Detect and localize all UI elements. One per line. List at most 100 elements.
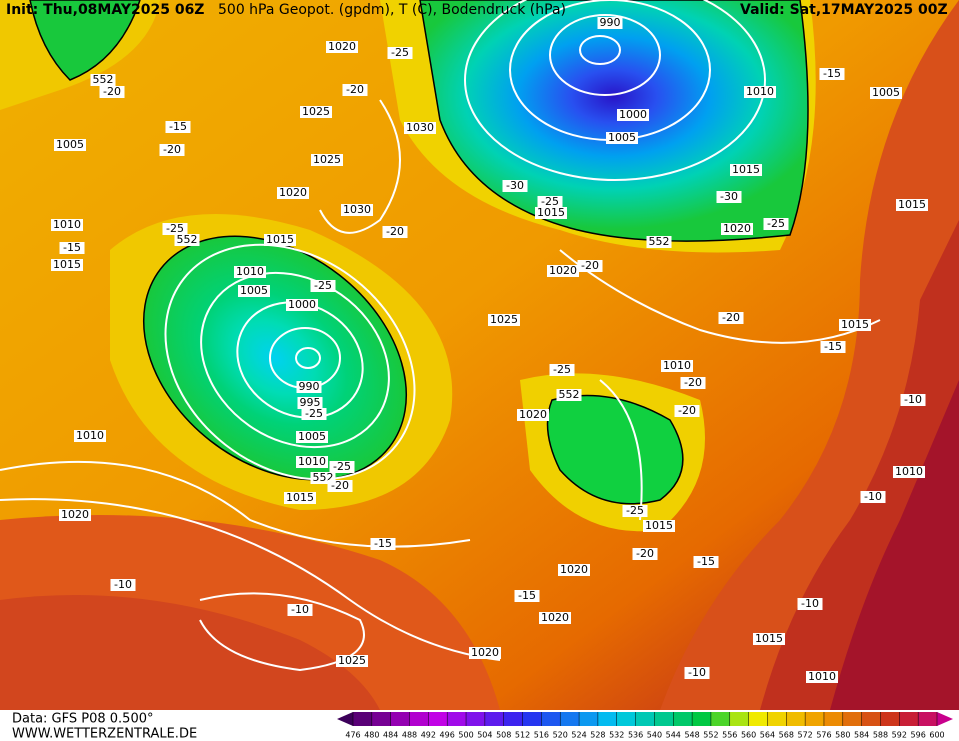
label-background xyxy=(284,492,316,504)
color-bar-label: 596 xyxy=(911,731,926,740)
color-bar-label: 516 xyxy=(534,731,549,740)
isoline-label: 1010 xyxy=(808,670,836,683)
label-background xyxy=(606,132,638,144)
label-background xyxy=(839,319,871,331)
isoline-label: 1020 xyxy=(541,611,569,624)
label-background xyxy=(558,564,590,576)
color-bar-label: 588 xyxy=(873,731,888,740)
color-bar-label: 508 xyxy=(496,731,511,740)
isoline-label: 1030 xyxy=(406,121,434,134)
color-bar-label: 580 xyxy=(835,731,850,740)
isoline-label: -25 xyxy=(541,195,559,208)
label-background xyxy=(684,667,710,679)
isoline-label: 1025 xyxy=(313,153,341,166)
isoline-label: 1010 xyxy=(746,85,774,98)
color-swatch xyxy=(522,712,542,726)
color-bar-label: 540 xyxy=(647,731,662,740)
isoline-label: 1020 xyxy=(61,508,89,521)
color-swatch xyxy=(560,712,580,726)
label-background xyxy=(234,266,266,278)
isoline-label: -15 xyxy=(169,120,187,133)
color-bar-label: 476 xyxy=(345,731,360,740)
color-swatch xyxy=(748,712,768,726)
color-swatch xyxy=(503,712,524,726)
color-bar-label: 532 xyxy=(609,731,624,740)
color-bar-label: 576 xyxy=(816,731,831,740)
label-background xyxy=(744,86,776,98)
isoline-label: 1010 xyxy=(895,465,923,478)
color-bar-label: 488 xyxy=(402,731,417,740)
isoline-label: 1025 xyxy=(490,313,518,326)
label-background xyxy=(51,259,83,271)
label-background xyxy=(661,360,693,372)
color-bar-label: 492 xyxy=(421,731,436,740)
isoline-label: 1015 xyxy=(732,163,760,176)
isoline-label: 1020 xyxy=(279,186,307,199)
color-bar-label: 584 xyxy=(854,731,869,740)
isoline-label: 1005 xyxy=(240,284,268,297)
color-bar-label: 528 xyxy=(590,731,605,740)
isoline-label: -20 xyxy=(331,479,349,492)
color-bar-high-end xyxy=(937,712,953,726)
label-background xyxy=(162,223,188,235)
isoline-label: 995 xyxy=(300,396,321,409)
label-background xyxy=(693,556,719,568)
color-swatch xyxy=(918,712,938,726)
isoline-label: -15 xyxy=(697,555,715,568)
isoline-label: 1025 xyxy=(338,654,366,667)
color-swatch xyxy=(823,712,844,726)
color-swatch xyxy=(692,712,712,726)
label-background xyxy=(820,341,846,353)
label-background xyxy=(502,180,528,192)
color-swatch xyxy=(899,712,919,726)
label-background xyxy=(547,265,579,277)
label-background xyxy=(300,106,332,118)
color-bar-low-end xyxy=(337,712,353,726)
isoline-label: 1010 xyxy=(298,455,326,468)
label-background xyxy=(59,242,85,254)
isoline-label: -15 xyxy=(518,589,536,602)
isoline-label: 1000 xyxy=(619,108,647,121)
isoline-label: -10 xyxy=(688,666,706,679)
isoline-label: -20 xyxy=(163,143,181,156)
label-background xyxy=(646,236,672,248)
isoline-label: 1005 xyxy=(298,430,326,443)
label-background xyxy=(296,431,328,443)
label-background xyxy=(488,314,520,326)
label-background xyxy=(806,671,838,683)
color-swatch xyxy=(880,712,900,726)
map-background xyxy=(0,0,959,710)
color-bar-label: 496 xyxy=(440,731,455,740)
label-background xyxy=(59,509,91,521)
isoline-label: 1015 xyxy=(898,198,926,211)
color-bar-label: 512 xyxy=(515,731,530,740)
isoline-label: -10 xyxy=(904,393,922,406)
data-source: Data: GFS P08 0.500° xyxy=(12,712,154,727)
label-background xyxy=(326,41,358,53)
isoline-label: 552 xyxy=(559,388,580,401)
label-background xyxy=(286,299,318,311)
label-background xyxy=(517,409,549,421)
color-swatch xyxy=(447,712,467,726)
isoline-label: 1020 xyxy=(328,40,356,53)
map-title: 500 hPa Geopot. (gpdm), T (C), Bodendruc… xyxy=(218,2,566,18)
label-background xyxy=(297,397,323,409)
color-swatch xyxy=(409,712,429,726)
isoline-label: -15 xyxy=(63,241,81,254)
isoline-label: -25 xyxy=(553,363,571,376)
label-background xyxy=(342,84,368,96)
color-bar-label: 544 xyxy=(666,731,681,740)
color-bar-label: 480 xyxy=(364,731,379,740)
label-background xyxy=(165,121,191,133)
label-background xyxy=(860,491,886,503)
isoline-label: -25 xyxy=(305,407,323,420)
isoline-label: 552 xyxy=(177,233,198,246)
color-bar: 476 480 484 488 492 496 500 504 508 512 516 520 524 5… xyxy=(337,712,953,740)
isoline-label: 1010 xyxy=(236,265,264,278)
isoline-label: -25 xyxy=(626,504,644,517)
isoline-label: -20 xyxy=(581,259,599,272)
color-bar-label: 484 xyxy=(383,731,398,740)
isoline-label: -15 xyxy=(823,67,841,80)
color-bar-label: 504 xyxy=(477,731,492,740)
label-background xyxy=(296,381,322,393)
